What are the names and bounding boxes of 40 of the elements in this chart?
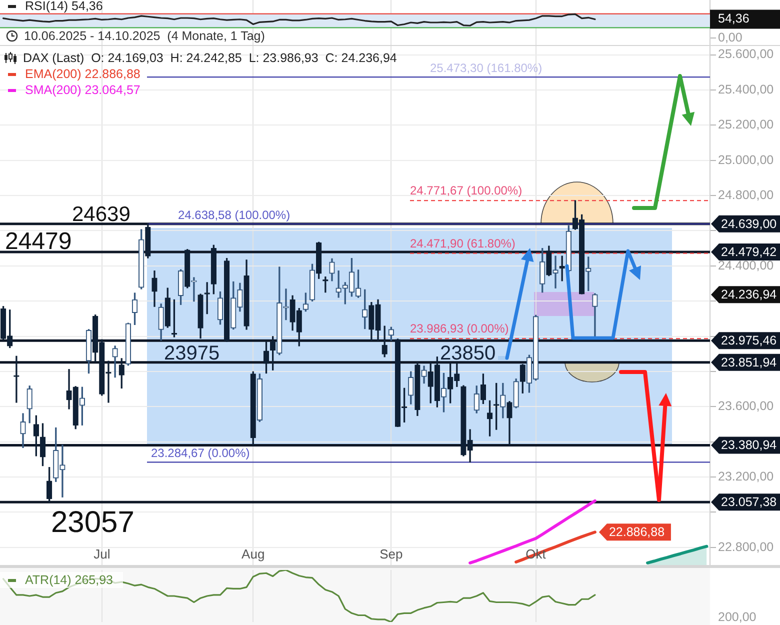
legend-label: RSI(14) 54,36 — [25, 0, 103, 13]
data-label: 22.886,88 — [608, 525, 665, 540]
y-tick-label: 54,36 — [718, 12, 750, 26]
y-tick-label: 24.400,00 — [718, 258, 774, 272]
y-tick-label: 24.800,00 — [718, 188, 774, 202]
annotation: 23.284,67 (0.00%) — [151, 446, 250, 460]
ref-line-label: 24.639,00 — [721, 216, 777, 231]
annotation: 23057 — [51, 506, 134, 540]
annotation: 23.986,93 (0.00%) — [410, 322, 509, 336]
annotation: 24.771,67 (100.00%) — [410, 184, 522, 198]
y-tick-label: 0,00 — [718, 30, 742, 45]
x-tick-label: Sep — [380, 546, 403, 562]
chart-title: DAX (Last) O: 24.169,03 H: 24.242,85 L: 23.986,93 C: 24.236,94 — [23, 50, 397, 66]
text: 10.06.2025 - 14.10.2025 (4 Monate, 1 Tag) — [24, 28, 265, 42]
y-tick-label: 25.400,00 — [718, 82, 774, 96]
text: 200,00 — [718, 610, 756, 624]
annotation: 24.471,90 (61.80%) — [410, 236, 516, 250]
ref-line-label: 23.057,38 — [721, 495, 777, 510]
legend-label: SMA(200) 23.064,57 — [25, 82, 140, 98]
ref-line-label: 23.851,94 — [721, 355, 777, 370]
legend-label: ATR(14) 265,93 — [25, 572, 114, 588]
legend-label: EMA(200) 22.886,88 — [25, 66, 140, 82]
y-tick-label: 25.200,00 — [718, 118, 774, 132]
y-tick-label: 22.800,00 — [718, 540, 774, 554]
x-tick-label: Aug — [242, 546, 265, 562]
ref-line-label: 23.380,94 — [721, 438, 777, 452]
annotation: 23850 — [440, 342, 496, 365]
annotation: 25.473,30 (161.80%) — [430, 61, 542, 76]
annotation: 24479 — [5, 228, 72, 256]
x-tick-label: Jul — [94, 546, 110, 562]
ref-line-label: 24.479,42 — [721, 244, 777, 259]
y-tick-label: 25.600,00 — [718, 47, 774, 62]
annotation: 23975 — [164, 342, 220, 364]
y-tick-label: 25.000,00 — [718, 152, 774, 167]
annotation: 24.638,58 (100.00%) — [178, 208, 290, 222]
annotation: 24639 — [72, 202, 130, 226]
y-tick-label: 23.200,00 — [718, 469, 774, 484]
y-tick-label: 23.600,00 — [718, 399, 774, 414]
text: 24.236,94 — [721, 288, 777, 302]
ref-line-label: 23.975,46 — [721, 334, 777, 348]
